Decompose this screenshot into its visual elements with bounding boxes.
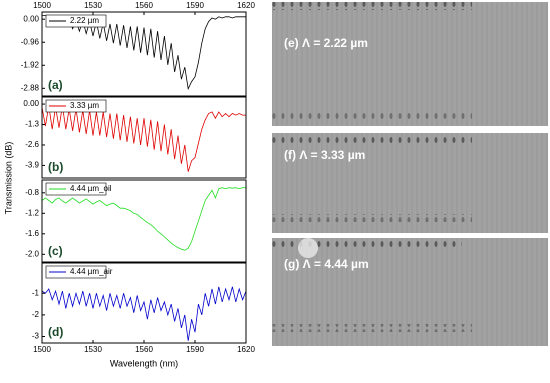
panel-label: (c) xyxy=(48,244,63,258)
y-tick-label: -3 xyxy=(32,332,40,341)
y-axis-title: Transmission (dB) xyxy=(3,142,13,215)
legend-label: 4.44 µm_air xyxy=(70,267,113,276)
y-tick-label: -2 xyxy=(32,310,40,319)
y-tick-label: -1.3 xyxy=(25,120,39,129)
micrograph-e xyxy=(272,2,548,126)
legend-box xyxy=(45,99,107,113)
y-tick-label: -3.9 xyxy=(25,161,39,170)
legend-box xyxy=(45,182,107,196)
legend-label: 3.33 µm xyxy=(70,101,99,110)
x-tick-label: 1530 xyxy=(84,345,102,354)
x-tick-label: 1620 xyxy=(237,1,255,10)
panel-label: (b) xyxy=(48,160,63,174)
image-label: (f) Λ = 3.33 µm xyxy=(284,148,365,162)
y-tick-label: -0.8 xyxy=(25,188,39,197)
image-label: (e) Λ = 2.22 µm xyxy=(284,36,368,50)
plot-frame xyxy=(41,179,247,263)
x-tick-label: 1560 xyxy=(135,345,153,354)
micrograph-f xyxy=(272,133,548,233)
plot-frame xyxy=(41,96,247,179)
legend-box xyxy=(45,265,107,279)
micrograph-g xyxy=(272,238,548,346)
x-tick-label: 1590 xyxy=(186,1,204,10)
y-tick-label: -1.6 xyxy=(25,229,39,238)
x-tick-label: 1620 xyxy=(237,345,255,354)
y-tick-label: -2.0 xyxy=(25,249,39,258)
panel-label: (a) xyxy=(48,78,63,92)
x-tick-label: 1500 xyxy=(33,345,51,354)
legend-label: 2.22 µm xyxy=(70,16,99,25)
spectrum-line xyxy=(41,187,246,251)
spectrum-line xyxy=(41,105,246,172)
y-tick-label: -0.96 xyxy=(21,37,40,46)
y-tick-label: -1.92 xyxy=(21,60,40,69)
y-tick-label: -1.2 xyxy=(25,208,39,217)
spectrum-line xyxy=(41,286,247,341)
y-tick-label: -2.6 xyxy=(25,140,39,149)
panel-label: (d) xyxy=(48,325,63,339)
y-tick-label: -2.88 xyxy=(21,83,40,92)
image-label: (g) Λ = 4.44 µm xyxy=(284,257,369,271)
legend-box xyxy=(45,14,107,28)
y-tick-label: 0.00 xyxy=(23,14,39,23)
x-tick-label: 1560 xyxy=(135,1,153,10)
x-axis-title: Wavelength (nm) xyxy=(110,358,178,368)
x-tick-label: 1590 xyxy=(186,345,204,354)
y-tick-label: -1 xyxy=(32,288,40,297)
x-tick-label: 1530 xyxy=(84,1,102,10)
y-tick-label: 0.00 xyxy=(23,99,39,108)
x-tick-label: 1500 xyxy=(33,1,51,10)
legend-label: 4.44 µm_oil xyxy=(70,184,112,193)
